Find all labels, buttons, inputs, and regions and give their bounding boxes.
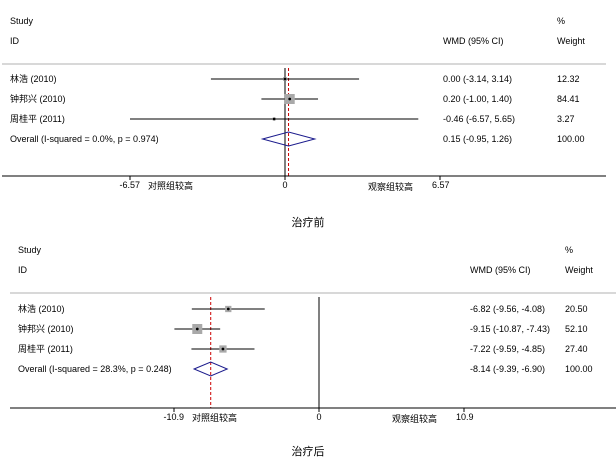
overall-ci-text: 0.15 (-0.95, 1.26) [443,134,512,144]
overall-weight-text: 100.00 [565,364,593,374]
forest-plot-2: Study ID WMD (95% CI)% Weight 林浩 (2010) -6.82… [10,245,616,458]
study-weight-text: 27.40 [565,344,588,354]
study-ci-text: -6.82 (-9.56, -4.08) [470,304,545,314]
overall-diamond [260,131,317,147]
study-weight-text: 3.27 [557,114,575,124]
study-weight-text: 12.32 [557,74,580,84]
header-study: Study [10,16,34,26]
favours-control-label: 对照组较高 [192,412,237,423]
x-tick-label: 0 [282,180,287,190]
study-name: 林浩 (2010) [10,73,57,84]
study-weight-text: 52.10 [565,324,588,334]
header-weight: Weight [565,265,593,275]
overall-weight-text: 100.00 [557,134,585,144]
header-percent: % [557,16,565,26]
study-point-estimate [288,97,292,101]
study-name: 钟邦兴 (2010) [18,323,74,334]
favours-treatment-label: 观察组较高 [368,181,413,192]
x-tick-label: 10.9 [456,412,474,422]
header-percent: % [565,245,573,255]
x-tick-label: 0 [316,412,321,422]
study-ci-text: 0.00 (-3.14, 3.14) [443,74,512,84]
overall-ci-text: -8.14 (-9.39, -6.90) [470,364,545,374]
study-name: 钟邦兴 (2010) [10,93,66,104]
overall-label: Overall (I-squared = 0.0%, p = 0.974) [10,134,159,144]
study-point-estimate [272,117,276,121]
study-name: 周桂平 (2011) [18,343,73,354]
header-study: Study [18,245,42,255]
study-name: 林浩 (2010) [18,303,65,314]
overall-diamond [192,361,229,377]
header-id: ID [18,265,28,275]
study-point-estimate [283,77,287,81]
figure-caption: 治疗后 [292,444,325,458]
study-ci-text: 0.20 (-1.00, 1.40) [443,94,512,104]
x-tick-label: -6.57 [119,180,140,190]
study-point-estimate [226,307,230,311]
study-weight-text: 84.41 [557,94,580,104]
favours-treatment-label: 观察组较高 [392,413,437,424]
x-tick-label: -10.9 [163,412,184,422]
study-ci-text: -9.15 (-10.87, -7.43) [470,324,550,334]
study-point-estimate [195,327,199,331]
study-name: 周桂平 (2011) [10,113,65,124]
figure-caption: 治疗前 [292,215,325,229]
x-tick-label: 6.57 [432,180,450,190]
study-ci-text: -0.46 (-6.57, 5.65) [443,114,515,124]
study-ci-text: -7.22 (-9.59, -4.85) [470,344,545,354]
study-point-estimate [221,347,225,351]
forest-plot-1: Study ID WMD (95% CI)% Weight 林浩 (2010) 0.00 … [2,16,606,229]
study-weight-text: 20.50 [565,304,588,314]
header-id: ID [10,36,20,46]
header-weight: Weight [557,36,585,46]
header-effect: WMD (95% CI) [470,265,531,275]
header-effect: WMD (95% CI) [443,36,504,46]
overall-label: Overall (I-squared = 28.3%, p = 0.248) [18,364,172,374]
favours-control-label: 对照组较高 [148,180,193,191]
